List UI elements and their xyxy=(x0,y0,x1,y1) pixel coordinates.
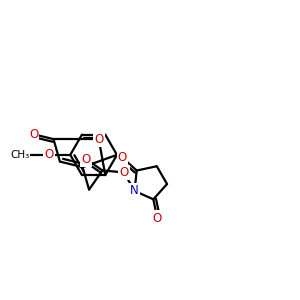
Text: O: O xyxy=(45,148,54,161)
Text: O: O xyxy=(118,151,127,164)
Text: CH₃: CH₃ xyxy=(10,150,29,160)
Text: O: O xyxy=(82,153,91,166)
Text: O: O xyxy=(119,166,128,179)
Text: O: O xyxy=(153,212,162,224)
Text: O: O xyxy=(29,128,38,141)
Text: N: N xyxy=(130,184,139,197)
Text: O: O xyxy=(94,133,104,146)
